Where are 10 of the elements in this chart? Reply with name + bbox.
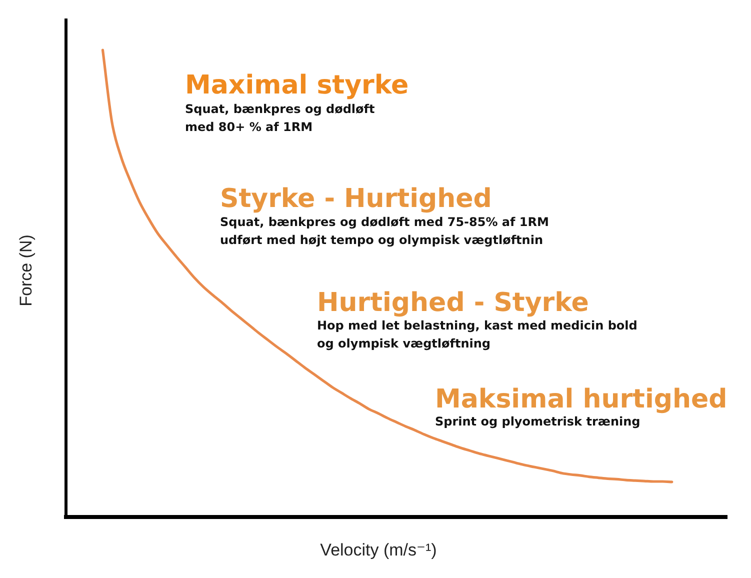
annotation: Maksimal hurtighed (435, 384, 728, 414)
annotation: Styrke - Hurtighed (220, 184, 492, 214)
x-axis-title: Velocity (m/s⁻¹) (320, 540, 437, 560)
annotation: Hurtighed - Styrke (317, 288, 589, 318)
annotation: Squat, bænkpres og dødløft med 80+ % af 1RM (185, 102, 376, 134)
annotation: Maximal styrke (185, 70, 409, 100)
annotation: Hop med let belastning, kast med medicin bold og olympisk vægtløftning (317, 318, 638, 350)
y-axis-title: Force (N) (16, 234, 36, 306)
annotation: Squat, bænkpres og dødløft med 75-85% af 1RM udført med højt tempo og olympisk vægtløftnin (220, 215, 549, 247)
annotation: Sprint og plyometrisk træning (435, 414, 640, 428)
